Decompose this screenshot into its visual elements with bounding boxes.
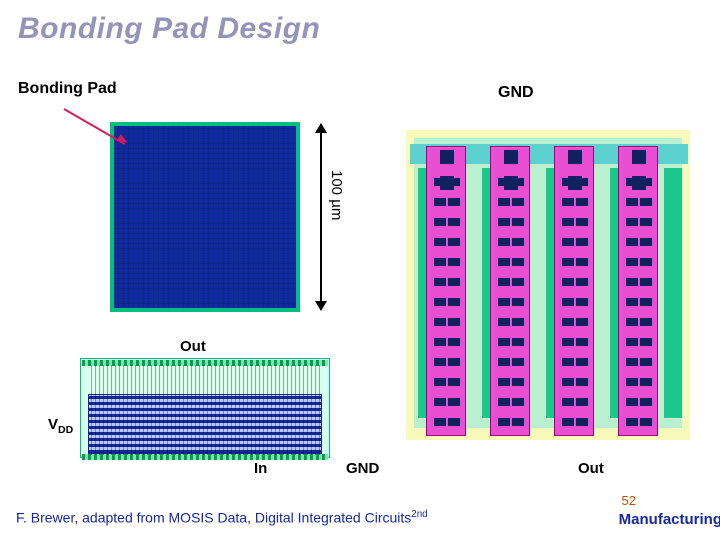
- left-green-bar-2: [82, 454, 328, 460]
- label-vdd: VDD: [48, 416, 73, 436]
- label-out-left: Out: [180, 338, 206, 355]
- footer-section: Manufacturing: [619, 511, 720, 528]
- label-bonding-pad: Bonding Pad: [18, 80, 117, 98]
- slide-number: 52: [622, 493, 636, 508]
- finger-diffusion: [664, 168, 682, 418]
- page-title: Bonding Pad Design: [18, 12, 320, 46]
- via-column: [512, 176, 524, 426]
- dimension-line: [320, 124, 322, 310]
- left-block-metal: [88, 394, 322, 454]
- dimension-label: 100 µm: [328, 170, 345, 220]
- via-column: [562, 176, 574, 426]
- via-column: [498, 176, 510, 426]
- via: [632, 150, 646, 164]
- bonding-pad-fill: [114, 126, 296, 308]
- via: [440, 150, 454, 164]
- footer-citation: F. Brewer, adapted from MOSIS Data, Digi…: [16, 509, 428, 526]
- via: [504, 150, 518, 164]
- via-column: [434, 176, 446, 426]
- label-gnd-mid: GND: [346, 460, 379, 477]
- via-column: [576, 176, 588, 426]
- via-column: [448, 176, 460, 426]
- via: [568, 150, 582, 164]
- label-in: In: [254, 460, 267, 477]
- label-gnd-top: GND: [498, 84, 534, 102]
- left-green-bar-1: [82, 360, 328, 366]
- label-out-right: Out: [578, 460, 604, 477]
- via-column: [626, 176, 638, 426]
- via-column: [640, 176, 652, 426]
